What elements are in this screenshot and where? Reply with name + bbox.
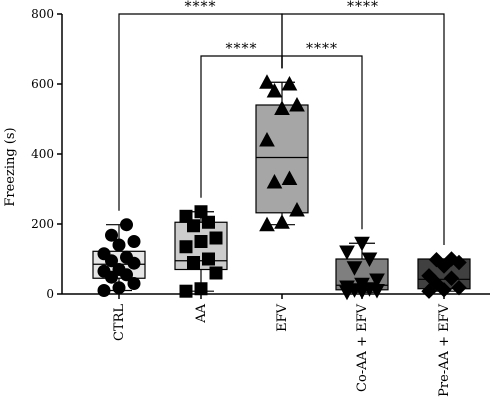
data-point-circle [127,277,141,290]
data-point-triangle-up [266,82,283,98]
data-point-square [194,235,208,248]
data-point-diamond [443,270,460,286]
data-point-triangle-up [281,170,298,185]
y-tick-label: 800 [31,7,54,21]
significance-label: **** [226,41,258,57]
data-point-triangle-down [354,277,370,293]
data-point-circle [97,247,111,261]
data-point-circle [120,218,133,232]
data-point-square [202,215,215,229]
data-point-circle [97,264,111,278]
data-point-square [187,256,200,269]
data-point-circle [112,238,126,252]
data-point-triangle-up [274,214,290,229]
data-point-circle [112,281,126,295]
data-point-triangle-up [274,100,290,115]
data-point-circle [127,235,141,248]
data-point-triangle-down [339,280,355,296]
significance-label: **** [185,0,217,15]
data-point-triangle-up [266,173,283,189]
y-tick-label: 400 [31,147,54,161]
data-point-triangle-down [354,236,370,252]
y-tick-label: 0 [46,287,54,301]
data-point-triangle-up [289,201,305,217]
data-point-square [209,231,223,245]
data-point-diamond [421,268,437,284]
data-point-diamond [421,283,437,299]
significance-label: **** [347,0,379,15]
x-tick-label: EFV [275,303,290,332]
significance-brackets: **** **** **** **** [118,0,445,245]
data-point-square [179,209,193,223]
data-point-square [209,266,223,280]
data-point-circle [105,228,118,242]
data-point-square [179,240,193,254]
data-point-circle [97,284,111,297]
data-point-diamond [443,251,460,267]
y-tick-label: 200 [31,217,54,231]
data-point-triangle-up [289,96,305,112]
data-points [97,74,467,301]
x-tick-label: Pre-AA + EFV [437,303,452,396]
data-point-diamond [428,275,445,292]
data-point-triangle-down [346,261,363,276]
box-2 [255,104,309,214]
significance-bracket [281,13,445,245]
data-point-square [179,284,193,298]
data-point-square [194,282,208,296]
significance-label: **** [306,41,338,57]
data-point-triangle-up [281,75,298,91]
data-point-circle [120,250,133,264]
y-axis-title: Freezing (s) [3,127,18,206]
data-point-triangle-down [361,282,378,297]
data-point-diamond [451,279,467,296]
x-tick-label: CTRL [112,304,127,341]
data-point-triangle-up [259,216,275,232]
data-point-triangle-down [369,273,385,289]
data-point-triangle-down [361,252,378,268]
data-point-triangle-down [339,245,355,261]
data-point-square [194,205,208,219]
data-point-square [202,252,215,266]
data-point-triangle-up [259,131,275,147]
data-point-circle [112,263,126,276]
y-tick-label: 600 [31,77,54,91]
x-tick-label: Co-AA + EFV [355,303,370,392]
data-point-triangle-up [259,74,275,89]
x-tick-label: AA [194,303,209,323]
data-point-diamond [428,251,445,268]
